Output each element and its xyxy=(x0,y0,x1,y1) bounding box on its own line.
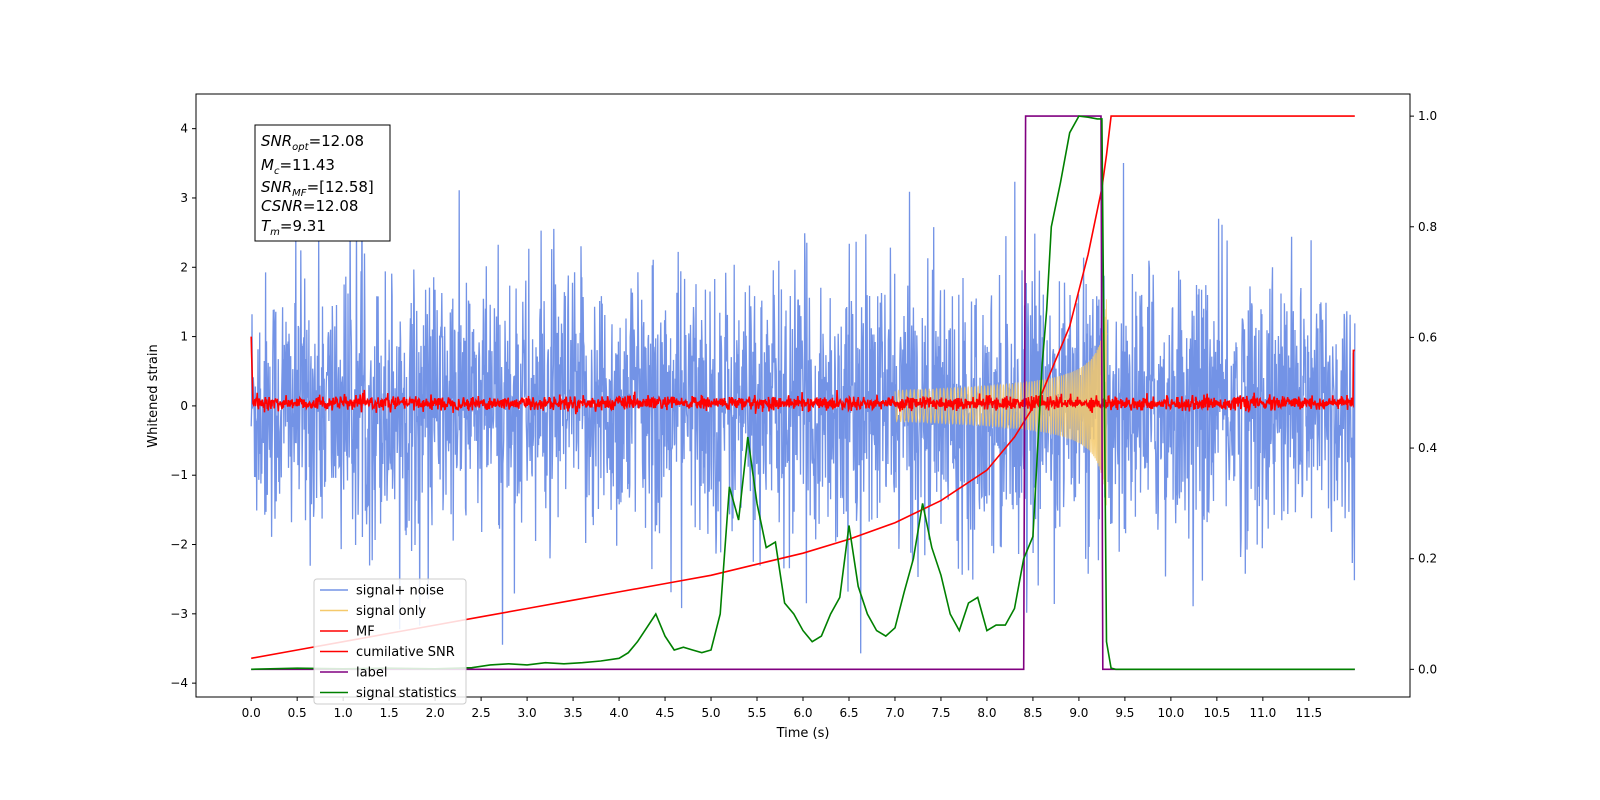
svg-text:SNRopt=12.08: SNRopt=12.08 xyxy=(261,132,364,153)
series-signal-noise xyxy=(250,155,1356,654)
x-tick-label: 2.0 xyxy=(426,706,445,720)
y-axis-ticks: 4 3 2 1 0 −1 −2 −3 −4 xyxy=(170,122,196,690)
legend-label: signal statistics xyxy=(356,686,457,701)
legend-label: cumilative SNR xyxy=(356,645,455,660)
x-tick-label: 3.0 xyxy=(518,706,537,720)
series-mf xyxy=(250,336,1355,415)
x-tick-label: 6.0 xyxy=(793,706,812,720)
x-tick-label: 11.5 xyxy=(1295,706,1322,720)
svg-text:Tm=9.31: Tm=9.31 xyxy=(261,217,326,238)
y-right-tick-label: 0.0 xyxy=(1418,662,1437,676)
snr-mf-value: =[12.58] xyxy=(307,178,374,196)
x-tick-label: 8.5 xyxy=(1023,706,1042,720)
y-tick-label: −1 xyxy=(170,468,188,482)
x-tick-label: 0.0 xyxy=(242,706,261,720)
y-right-tick-label: 0.4 xyxy=(1418,441,1437,455)
parameter-annotation-box: SNRopt=12.08 Mc=11.43 SNRMF=[12.58] CSNR… xyxy=(254,124,391,242)
x-axis-ticks: 0.0 0.5 1.0 1.5 2.0 2.5 3.0 3.5 4.0 4.5 5.0 5.5 6.0 6… xyxy=(242,697,1322,720)
x-tick-label: 3.5 xyxy=(564,706,583,720)
tm-value: =9.31 xyxy=(280,217,326,235)
legend-label: signal only xyxy=(356,604,426,619)
y-tick-label: 3 xyxy=(180,191,188,205)
x-tick-label: 4.0 xyxy=(610,706,629,720)
x-tick-label: 2.5 xyxy=(472,706,491,720)
x-tick-label: 1.0 xyxy=(334,706,353,720)
y-tick-label: −4 xyxy=(170,676,188,690)
x-tick-label: 0.5 xyxy=(288,706,307,720)
x-tick-label: 1.5 xyxy=(380,706,399,720)
x-tick-label: 7.5 xyxy=(931,706,950,720)
y-axis-right-ticks: 1.0 0.8 0.6 0.4 0.2 0.0 xyxy=(1410,109,1437,676)
y-right-tick-label: 0.2 xyxy=(1418,552,1437,566)
x-axis-label: Time (s) xyxy=(776,726,830,741)
y-right-tick-label: 0.8 xyxy=(1418,220,1437,234)
legend-label: label xyxy=(356,666,387,681)
y-tick-label: 0 xyxy=(180,399,188,413)
legend-label: MF xyxy=(356,625,375,640)
y-tick-label: 4 xyxy=(180,122,188,136)
series-signal-statistics xyxy=(251,115,1355,671)
x-tick-label: 4.5 xyxy=(655,706,674,720)
svg-text:CSNR=12.08: CSNR=12.08 xyxy=(261,197,358,215)
x-tick-label: 8.0 xyxy=(977,706,996,720)
svg-text:SNRMF=[12.58]: SNRMF=[12.58] xyxy=(261,178,374,199)
snr-opt-value: =12.08 xyxy=(309,132,365,150)
x-tick-label: 10.0 xyxy=(1158,706,1185,720)
y-tick-label: −2 xyxy=(170,538,188,552)
x-tick-label: 9.5 xyxy=(1115,706,1134,720)
x-tick-label: 5.5 xyxy=(747,706,766,720)
csnr-value: =12.08 xyxy=(303,197,359,215)
svg-text:Mc=11.43: Mc=11.43 xyxy=(261,156,335,177)
x-tick-label: 7.0 xyxy=(885,706,904,720)
legend: signal+ noise signal only MF cumilative SNR… xyxy=(313,578,467,705)
x-tick-label: 5.0 xyxy=(701,706,720,720)
y-tick-label: 1 xyxy=(180,330,188,344)
x-tick-label: 11.0 xyxy=(1249,706,1276,720)
legend-label: signal+ noise xyxy=(356,584,444,599)
y-right-tick-label: 1.0 xyxy=(1418,109,1437,123)
y-right-tick-label: 0.6 xyxy=(1418,330,1437,344)
mc-value: =11.43 xyxy=(279,156,335,174)
y-axis-label: Whitened strain xyxy=(146,344,161,447)
y-tick-label: 2 xyxy=(180,260,188,274)
y-tick-label: −3 xyxy=(170,607,188,621)
x-tick-label: 6.5 xyxy=(839,706,858,720)
x-tick-label: 10.5 xyxy=(1204,706,1231,720)
x-tick-label: 9.0 xyxy=(1069,706,1088,720)
